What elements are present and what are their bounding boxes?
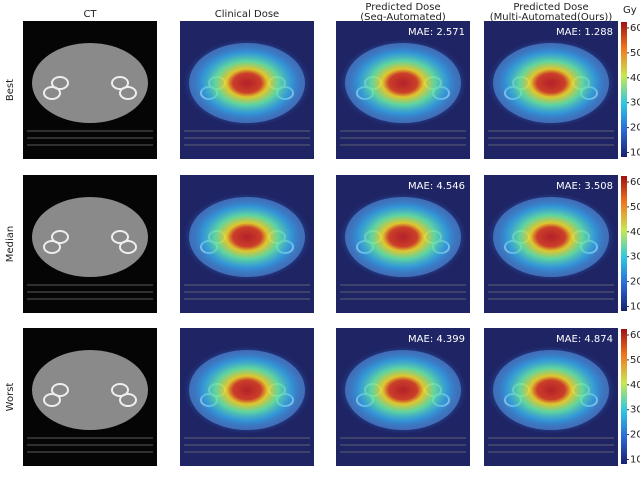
colorbar-tick-label: 20: [630, 123, 640, 134]
bone: [51, 76, 69, 90]
image-panel: [180, 175, 314, 313]
colorbar-tick-label: 50: [630, 202, 640, 213]
colorbar-tick-label: 30: [630, 405, 640, 416]
bone: [51, 383, 69, 397]
colorbar-tick-label: 60: [630, 330, 640, 341]
image-panel: MAE: 3.508: [484, 175, 618, 313]
dose-field: [487, 346, 615, 434]
colorbar-tick-label: 10: [630, 302, 640, 313]
colorbar-tick-label: 50: [630, 48, 640, 59]
bone: [111, 230, 129, 244]
column-title: Predicted Dose: [365, 2, 440, 13]
image-panel: [23, 21, 157, 159]
column-subtitle: (Seq-Automated): [360, 12, 446, 23]
colorbar-tick-label: 40: [630, 380, 640, 391]
mae-label: MAE: 3.508: [556, 181, 613, 192]
dose-field: [487, 39, 615, 127]
row-label: Median: [5, 226, 16, 262]
colorbar-tick-label: 40: [630, 73, 640, 84]
body: [32, 350, 148, 430]
column-title: Clinical Dose: [215, 9, 279, 20]
bone: [111, 76, 129, 90]
colorbar-tick-label: 30: [630, 252, 640, 263]
dose-field: [183, 39, 311, 127]
column-subtitle: (Multi-Automated(Ours)): [490, 12, 613, 23]
bone: [111, 383, 129, 397]
colorbar-tick-label: 50: [630, 355, 640, 366]
colorbar: [621, 22, 627, 157]
bone: [119, 393, 137, 407]
dose-field: [183, 346, 311, 434]
column-title: Predicted Dose: [513, 2, 588, 13]
image-panel: MAE: 4.399: [336, 328, 470, 466]
colorbar: [621, 176, 627, 311]
colorbar-tick-label: 60: [630, 177, 640, 188]
colorbar-tick-label: 10: [630, 148, 640, 159]
column-title: CT: [83, 9, 97, 20]
colorbar-tick-label: 30: [630, 98, 640, 109]
image-panel: MAE: 2.571: [336, 21, 470, 159]
bone: [43, 86, 61, 100]
bone: [43, 393, 61, 407]
bone: [119, 86, 137, 100]
colorbar-tick-label: 20: [630, 430, 640, 441]
image-panel: MAE: 1.288: [484, 21, 618, 159]
colorbar-tick-label: 40: [630, 227, 640, 238]
bone: [43, 240, 61, 254]
mae-label: MAE: 2.571: [408, 27, 465, 38]
dose-field: [339, 346, 467, 434]
mae-label: MAE: 1.288: [556, 27, 613, 38]
dose-field: [487, 193, 615, 281]
image-panel: [23, 175, 157, 313]
colorbar-unit: Gy: [623, 5, 637, 16]
image-panel: MAE: 4.546: [336, 175, 470, 313]
image-panel: [23, 328, 157, 466]
dose-field: [183, 193, 311, 281]
row-label: Best: [5, 79, 16, 101]
dose-field: [339, 39, 467, 127]
mae-label: MAE: 4.399: [408, 334, 465, 345]
body: [32, 197, 148, 277]
colorbar-tick-label: 20: [630, 277, 640, 288]
colorbar: [621, 329, 627, 464]
image-panel: [180, 328, 314, 466]
colorbar-tick-label: 60: [630, 23, 640, 34]
mae-label: MAE: 4.874: [556, 334, 613, 345]
bone: [119, 240, 137, 254]
mae-label: MAE: 4.546: [408, 181, 465, 192]
bone: [51, 230, 69, 244]
row-label: Worst: [5, 383, 16, 412]
image-panel: MAE: 4.874: [484, 328, 618, 466]
body: [32, 43, 148, 123]
image-panel: [180, 21, 314, 159]
dose-field: [339, 193, 467, 281]
colorbar-tick-label: 10: [630, 455, 640, 466]
